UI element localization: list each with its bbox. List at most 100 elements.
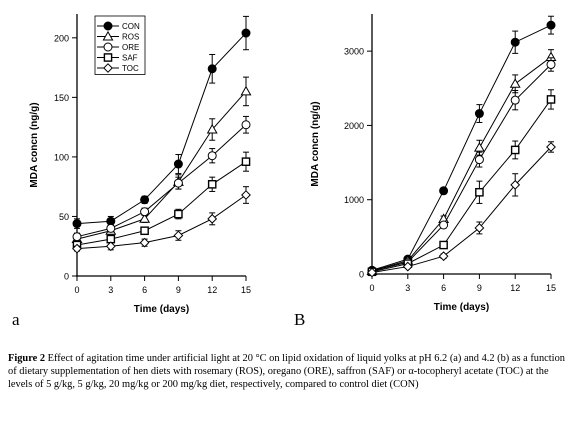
legend-label: SAF xyxy=(122,54,138,63)
figure-caption: Figure 2 Effect of agitation time under … xyxy=(8,352,574,392)
data-point xyxy=(72,243,82,254)
data-point xyxy=(241,120,251,130)
legend-marker xyxy=(103,21,113,31)
x-tick-label: 0 xyxy=(369,283,374,293)
x-tick-label: 9 xyxy=(477,283,482,293)
series-line xyxy=(371,64,552,272)
panel-a-chart: 0 50 100 150 200 0 3 6 9 12 15 Time (days) MDA concn… xyxy=(29,14,252,315)
legend-marker xyxy=(103,53,113,62)
x-tick-label: 9 xyxy=(176,285,181,295)
x-tick-label: 15 xyxy=(546,283,556,293)
data-point xyxy=(438,251,449,262)
legend-label: TOC xyxy=(122,64,139,73)
legend-label: ROS xyxy=(122,33,139,42)
y-axis-label: MDA concn (ng/g) xyxy=(29,102,40,187)
legend-label: ORE xyxy=(122,43,139,52)
data-point xyxy=(546,142,556,152)
data-point xyxy=(367,267,377,278)
y-tick-label: 2000 xyxy=(344,121,364,131)
panel-b-letter: B xyxy=(294,310,306,329)
series-line xyxy=(76,161,247,246)
data-point xyxy=(72,219,82,229)
y-tick-label: 0 xyxy=(64,272,69,282)
data-point xyxy=(206,123,218,134)
data-point xyxy=(140,195,150,205)
y-tick-label: 0 xyxy=(359,270,364,280)
x-tick-label: 3 xyxy=(405,283,410,293)
x-axis-label: Time (days) xyxy=(134,304,189,315)
y-tick-label: 150 xyxy=(54,93,69,103)
data-point xyxy=(207,213,218,224)
data-point xyxy=(105,241,116,252)
data-point xyxy=(106,223,116,233)
x-tick-label: 6 xyxy=(441,283,446,293)
data-point xyxy=(439,186,449,196)
legend-marker xyxy=(103,42,113,52)
data-point xyxy=(139,213,151,223)
series-line xyxy=(76,194,247,250)
x-tick-label: 0 xyxy=(74,285,79,295)
series-line xyxy=(371,24,552,271)
x-tick-label: 12 xyxy=(207,285,217,295)
x-axis-label: Time (days) xyxy=(434,302,489,313)
data-point xyxy=(139,237,150,248)
data-point xyxy=(402,261,413,272)
data-point xyxy=(241,157,251,166)
data-point xyxy=(241,190,251,200)
data-point xyxy=(439,240,448,250)
data-point xyxy=(207,179,217,189)
x-tick-label: 6 xyxy=(142,285,147,295)
data-point xyxy=(475,187,484,197)
y-tick-label: 3000 xyxy=(344,47,364,57)
data-point xyxy=(140,207,150,217)
series-ore xyxy=(72,115,251,242)
data-point xyxy=(510,37,520,47)
data-point xyxy=(241,28,251,38)
x-tick-label: 15 xyxy=(241,285,251,295)
series-line xyxy=(371,56,552,272)
series-ros xyxy=(71,76,252,244)
series-con xyxy=(367,15,556,275)
series-line xyxy=(76,124,247,238)
data-point xyxy=(240,85,252,96)
data-point xyxy=(474,109,484,119)
y-tick-label: 200 xyxy=(54,33,69,43)
data-point xyxy=(173,178,183,188)
x-tick-label: 3 xyxy=(108,285,113,295)
data-point xyxy=(474,155,484,165)
data-point xyxy=(174,209,183,219)
series-saf xyxy=(72,151,251,250)
y-tick-label: 1000 xyxy=(344,195,364,205)
data-point xyxy=(173,159,183,169)
data-point xyxy=(173,230,184,241)
data-point xyxy=(207,151,217,161)
panel-b-chart: 0 1000 2000 3000 0 3 6 9 12 15 Time (days) MDA conc… xyxy=(310,14,557,313)
data-point xyxy=(473,142,485,152)
data-point xyxy=(72,232,82,242)
data-point xyxy=(546,60,556,70)
caption-label: Figure 2 xyxy=(8,353,46,364)
legend-marker xyxy=(103,63,113,73)
y-axis-label: MDA concn (ng/g) xyxy=(310,101,321,186)
series-line xyxy=(371,146,552,274)
legend-marker xyxy=(102,30,114,41)
data-point xyxy=(140,226,149,236)
series-line xyxy=(371,99,552,273)
caption-text: Effect of agitation time under artificia… xyxy=(8,353,565,391)
series-toc xyxy=(367,141,556,278)
data-point xyxy=(546,95,556,104)
data-point xyxy=(510,179,521,190)
data-point xyxy=(510,95,520,105)
data-point xyxy=(439,220,449,230)
data-point xyxy=(207,64,217,74)
x-tick-label: 12 xyxy=(510,283,520,293)
data-point xyxy=(510,145,520,155)
data-point xyxy=(546,20,556,30)
legend-label: CON xyxy=(122,22,140,31)
data-point xyxy=(474,223,485,233)
series-ros xyxy=(366,49,557,275)
panel-a-letter: a xyxy=(12,310,20,329)
data-point xyxy=(509,78,521,88)
